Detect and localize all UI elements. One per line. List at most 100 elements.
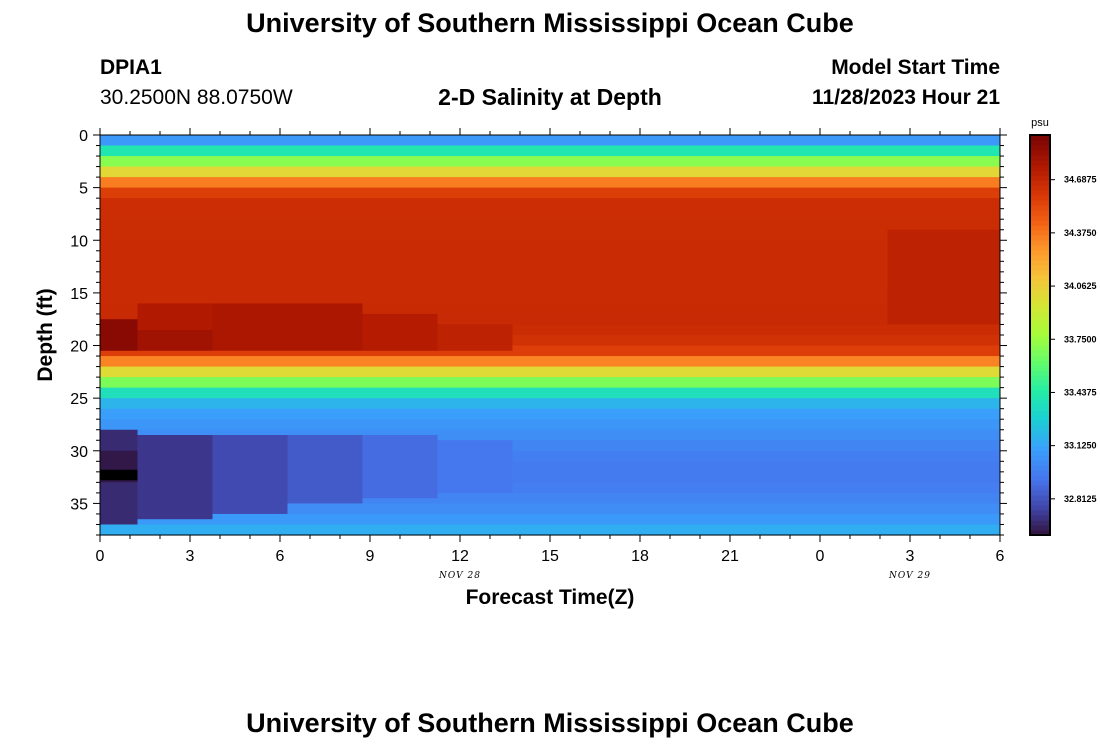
heatmap-cell — [212, 435, 288, 514]
colorbar-segment — [1030, 365, 1050, 371]
x-tick-label: 18 — [631, 548, 649, 565]
colorbar-segment — [1030, 280, 1050, 286]
x-date-label: NOV 29 — [888, 571, 931, 581]
heatmap-row — [100, 271, 1000, 283]
heatmap-cell — [437, 324, 513, 351]
colorbar-segment — [1030, 375, 1050, 381]
heatmap-row — [100, 366, 1000, 378]
colorbar-segment — [1030, 200, 1050, 206]
colorbar-segment — [1030, 320, 1050, 326]
heatmap-row — [100, 419, 1000, 431]
colorbar-segment — [1030, 410, 1050, 416]
chart-title: 2-D Salinity at Depth — [438, 84, 662, 110]
x-tick-label: 3 — [186, 548, 195, 565]
heatmap-row — [100, 135, 1000, 147]
colorbar-segment — [1030, 140, 1050, 146]
colorbar-segment — [1030, 510, 1050, 516]
y-tick-label: 20 — [70, 339, 88, 356]
heatmap-row — [100, 429, 1000, 441]
heatmap-row — [100, 398, 1000, 410]
x-tick-label: 6 — [276, 548, 285, 565]
colorbar-segment — [1030, 385, 1050, 391]
colorbar-segment — [1030, 400, 1050, 406]
x-tick-label: 3 — [906, 548, 915, 565]
heatmap-row — [100, 313, 1000, 326]
heatmap-row — [100, 208, 1000, 220]
y-axis-title: Depth (ft) — [34, 288, 57, 381]
heatmap-row — [100, 461, 1000, 473]
model-start-value: 11/28/2023 Hour 21 — [812, 86, 1000, 109]
colorbar-segment — [1030, 250, 1050, 256]
colorbar-segment — [1030, 300, 1050, 306]
colorbar-segment — [1030, 185, 1050, 191]
y-tick-label: 25 — [70, 391, 88, 408]
colorbar-segment — [1030, 470, 1050, 476]
page-title-bottom: University of Southern Mississippi Ocean… — [246, 708, 854, 738]
heatmap-row — [100, 345, 1000, 357]
heatmap-row — [100, 513, 1000, 526]
colorbar-segment — [1030, 380, 1050, 386]
colorbar-segment — [1030, 135, 1050, 141]
heatmap-row — [100, 187, 1000, 199]
colorbar-segment — [1030, 460, 1050, 466]
colorbar-segment — [1030, 520, 1050, 526]
colorbar-segment — [1030, 210, 1050, 216]
heatmap-cells — [100, 135, 1000, 536]
colorbar-segment — [1030, 425, 1050, 431]
colorbar-segment — [1030, 475, 1050, 481]
heatmap-cell — [362, 435, 438, 499]
colorbar-segment — [1030, 485, 1050, 491]
station-coordinates: 30.2500N 88.0750W — [100, 86, 293, 109]
x-date-label: NOV 28 — [438, 571, 481, 581]
colorbar-segment — [1030, 290, 1050, 296]
heatmap-cell — [887, 229, 1000, 325]
colorbar-tick-label: 33.4375 — [1064, 387, 1097, 397]
heatmap-row — [100, 440, 1000, 452]
model-start-label: Model Start Time — [831, 56, 1000, 79]
colorbar-segment — [1030, 430, 1050, 436]
heatmap-row — [100, 282, 1000, 294]
x-tick-label: 12 — [451, 548, 469, 565]
heatmap-row — [100, 166, 1000, 178]
heatmap-row — [100, 492, 1000, 505]
x-tick-label: 9 — [366, 548, 375, 565]
colorbar-segment — [1030, 395, 1050, 401]
y-tick-label: 30 — [70, 444, 88, 461]
x-tick-label: 15 — [541, 548, 559, 565]
colorbar-segment — [1030, 255, 1050, 261]
colorbar-segment — [1030, 405, 1050, 411]
colorbar-segment — [1030, 215, 1050, 221]
colorbar-segment — [1030, 455, 1050, 461]
heatmap-cell — [287, 435, 363, 504]
heatmap-cell — [137, 329, 213, 351]
colorbar-segment — [1030, 370, 1050, 376]
heatmap-row — [100, 524, 1000, 536]
colorbar-segment — [1030, 160, 1050, 166]
colorbar-tick-label: 32.8125 — [1064, 494, 1097, 504]
x-tick-label: 6 — [996, 548, 1005, 565]
x-axis-title: Forecast Time(Z) — [466, 586, 635, 609]
colorbar-segment — [1030, 315, 1050, 321]
colorbar-segment — [1030, 515, 1050, 521]
heatmap-cell — [137, 303, 213, 330]
colorbar-segment — [1030, 145, 1050, 151]
colorbar-tick-label: 34.0625 — [1064, 281, 1097, 291]
colorbar-segment — [1030, 325, 1050, 331]
colorbar-frame — [1029, 134, 1051, 536]
heatmap-row — [100, 324, 1000, 336]
colorbar-segment — [1030, 220, 1050, 226]
colorbar-segment — [1030, 180, 1050, 186]
heatmap-row — [100, 303, 1000, 315]
colorbar: psu 34.6875 34.3750 34.0625 33.7500 33.4375 33… — [1029, 117, 1097, 536]
heatmap-cell — [212, 303, 363, 351]
colorbar-segment — [1030, 480, 1050, 486]
heatmap-row — [100, 377, 1000, 389]
heatmap-row — [100, 250, 1000, 262]
heatmap-row — [100, 408, 1000, 420]
y-tick-label: 35 — [70, 496, 88, 513]
heatmap-cell — [100, 319, 138, 351]
colorbar-segment — [1030, 270, 1050, 276]
colorbar-segment — [1030, 260, 1050, 266]
heatmap-row — [100, 177, 1000, 189]
colorbar-segment — [1030, 165, 1050, 171]
